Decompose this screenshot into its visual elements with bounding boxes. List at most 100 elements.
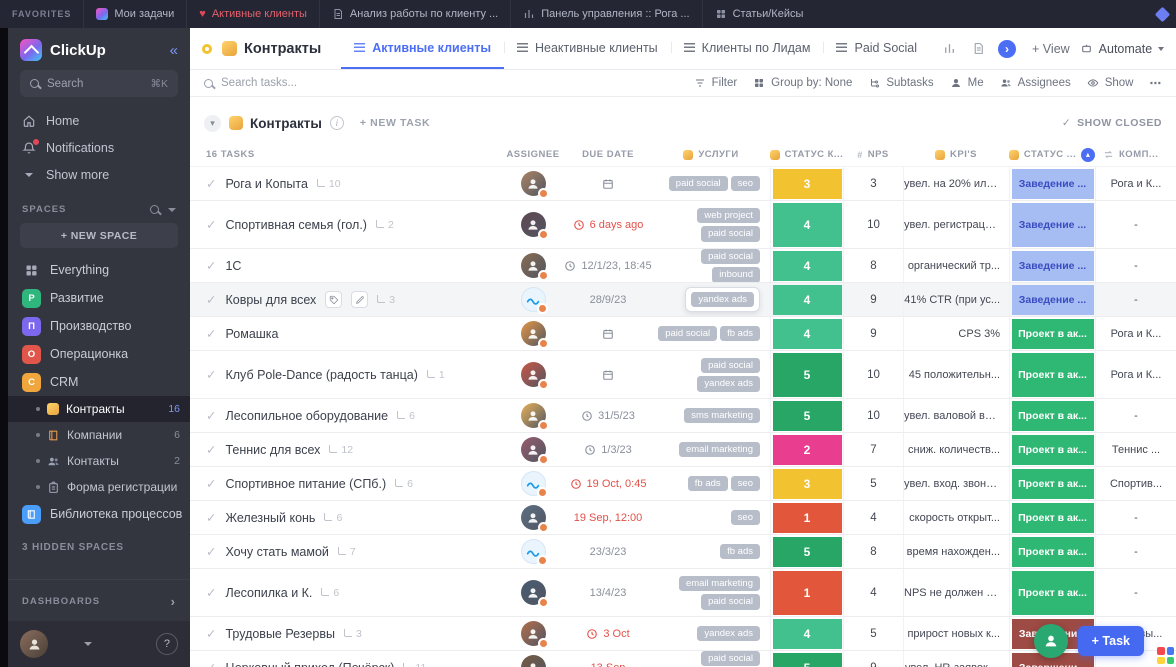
status-k-cell[interactable]: 4 <box>770 283 843 316</box>
assignee-avatar[interactable] <box>520 539 548 566</box>
column-status-k[interactable]: СТАТУС К... <box>784 149 843 160</box>
assignee-avatar[interactable] <box>520 403 549 431</box>
task-complete-icon[interactable]: ✓ <box>206 477 217 491</box>
task-complete-icon[interactable]: ✓ <box>206 368 217 382</box>
assignee-cell[interactable] <box>502 501 564 534</box>
assignee-avatar[interactable] <box>520 655 546 667</box>
service-tag[interactable]: yandex ads <box>697 625 760 642</box>
assignee-cell[interactable] <box>502 317 564 350</box>
kpi-cell[interactable]: увел. валовой вы... <box>903 399 1009 432</box>
assignee-avatar[interactable] <box>520 253 549 281</box>
tab-paid-social[interactable]: Paid Social <box>823 28 930 69</box>
space-item-everything[interactable]: Everything <box>8 256 190 284</box>
assignee-cell[interactable] <box>502 283 564 316</box>
tab-неактивные-клиенты[interactable]: Неактивные клиенты <box>504 28 671 69</box>
services-cell[interactable]: paid social fb ads <box>652 317 770 350</box>
status-k-cell[interactable]: 5 <box>770 651 843 667</box>
new-space-button[interactable]: + NEW SPACE <box>20 223 178 248</box>
company-cell[interactable]: Рога и К... <box>1095 351 1176 398</box>
kpi-cell[interactable]: увел. HR-заявок ... <box>903 651 1009 667</box>
task-complete-icon[interactable]: ✓ <box>206 545 217 559</box>
company-cell[interactable]: - <box>1095 399 1176 432</box>
stage-cell[interactable]: Проект в ак... <box>1009 569 1095 616</box>
task-name[interactable]: Спортивная семья (гол.) <box>225 217 367 232</box>
task-row[interactable]: ✓ Лесопильное оборудование 6 31/5/23 sms mar… <box>190 399 1176 433</box>
stage-cell[interactable]: Заведение ... <box>1009 201 1095 248</box>
nps-cell[interactable]: 5 <box>843 617 903 650</box>
task-row[interactable]: ✓ Ромашка paid social fb ads 4 9 CPS 3% Проект … <box>190 317 1176 351</box>
status-k-cell[interactable]: 4 <box>770 617 843 650</box>
apps-grid-icon[interactable] <box>1157 647 1174 664</box>
space-item-производство[interactable]: П Производство <box>8 312 190 340</box>
edit-icon[interactable] <box>351 291 369 308</box>
tab-активные-клиенты[interactable]: Активные клиенты <box>341 28 504 69</box>
due-date-cell[interactable]: 1/3/23 <box>564 433 652 466</box>
sidebar-item-notifications[interactable]: Notifications <box>8 134 190 161</box>
task-complete-icon[interactable]: ✓ <box>206 259 217 273</box>
hidden-spaces-label[interactable]: 3 HIDDEN SPACES <box>22 542 124 553</box>
due-date-cell[interactable]: 19 Oct, 0:45 <box>564 467 652 500</box>
spaces-search-icon[interactable] <box>150 205 159 214</box>
task-name[interactable]: 1С <box>225 258 242 273</box>
help-button[interactable]: ? <box>155 633 178 655</box>
kpi-cell[interactable]: увел. регистраци... <box>903 201 1009 248</box>
task-name[interactable]: Хочу стать мамой <box>225 544 329 559</box>
column-kpi[interactable]: KPI'S <box>950 149 977 160</box>
company-cell[interactable]: - <box>1095 283 1176 316</box>
sidebar-item-show-more[interactable]: Show more <box>8 161 190 188</box>
task-name[interactable]: Лесопилка и К. <box>225 585 313 600</box>
assistant-button[interactable] <box>1033 624 1068 658</box>
assignee-cell[interactable] <box>502 467 564 500</box>
toolbar-filter[interactable]: Filter <box>694 77 737 89</box>
service-tag[interactable]: paid social <box>658 325 718 342</box>
assignee-cell[interactable] <box>502 569 564 616</box>
service-tag[interactable]: paid social <box>668 175 728 192</box>
company-cell[interactable]: Рога и К... <box>1095 167 1176 200</box>
assignee-avatar[interactable] <box>520 505 549 533</box>
space-item-операционка[interactable]: О Операционка <box>8 340 190 368</box>
task-complete-icon[interactable]: ✓ <box>206 511 217 525</box>
status-k-cell[interactable]: 1 <box>770 501 843 534</box>
stage-cell[interactable]: Заведение ... <box>1009 283 1095 316</box>
assignee-cell[interactable] <box>502 617 564 650</box>
stage-cell[interactable]: Заведение ... <box>1009 249 1095 282</box>
company-cell[interactable]: - <box>1095 501 1176 534</box>
task-row[interactable]: ✓ Церковный приход (Печёрск) 11 13 Sep paid … <box>190 651 1176 667</box>
service-tag[interactable]: paid social <box>701 357 760 373</box>
assignee-cell[interactable] <box>502 351 564 398</box>
assignee-avatar[interactable] <box>520 471 548 498</box>
service-tag[interactable]: email marketing <box>678 575 760 591</box>
service-tag[interactable]: paid social <box>701 249 760 264</box>
service-tag[interactable]: inbound <box>712 267 760 282</box>
assignee-avatar[interactable] <box>520 362 549 390</box>
service-tag[interactable]: paid social <box>701 594 760 610</box>
assignee-avatar[interactable] <box>520 580 549 608</box>
assignee-cell[interactable] <box>502 399 564 432</box>
due-date-cell[interactable]: 3 Oct <box>564 617 652 650</box>
column-due-date[interactable]: DUE DATE <box>582 149 634 160</box>
task-complete-icon[interactable]: ✓ <box>206 443 217 457</box>
services-cell[interactable]: fb ads <box>652 535 770 568</box>
column-company[interactable]: КОМП... <box>1119 149 1159 160</box>
status-k-cell[interactable]: 5 <box>770 351 843 398</box>
nps-cell[interactable]: 4 <box>843 501 903 534</box>
service-tag[interactable]: seo <box>730 175 760 192</box>
nps-cell[interactable]: 10 <box>843 351 903 398</box>
kpi-cell[interactable]: 45 положительн... <box>903 351 1009 398</box>
status-k-cell[interactable]: 3 <box>770 167 843 200</box>
task-row[interactable]: ✓ Клуб Pole-Dance (радость танца) 1 paid so… <box>190 351 1176 399</box>
task-row[interactable]: ✓ Теннис для всех 12 1/3/23 email marketing 2… <box>190 433 1176 467</box>
space-item-crm[interactable]: C CRM <box>8 368 190 396</box>
due-date-cell[interactable] <box>564 351 652 398</box>
topbar-item-мои-задачи[interactable]: Мои задачи <box>83 0 186 28</box>
user-avatar[interactable] <box>20 630 48 658</box>
sparkle-icon[interactable] <box>1154 6 1171 22</box>
service-tag[interactable]: yandex ads <box>697 376 760 392</box>
column-services[interactable]: УСЛУГИ <box>698 149 739 160</box>
due-date-cell[interactable]: 6 days ago <box>564 201 652 248</box>
task-complete-icon[interactable]: ✓ <box>206 409 217 423</box>
task-complete-icon[interactable]: ✓ <box>206 177 217 191</box>
stage-cell[interactable]: Проект в ак... <box>1009 501 1095 534</box>
company-cell[interactable]: - <box>1095 249 1176 282</box>
task-row[interactable]: ✓ 1С 12/1/23, 18:45 paid social inbound 4 8 орг… <box>190 249 1176 283</box>
